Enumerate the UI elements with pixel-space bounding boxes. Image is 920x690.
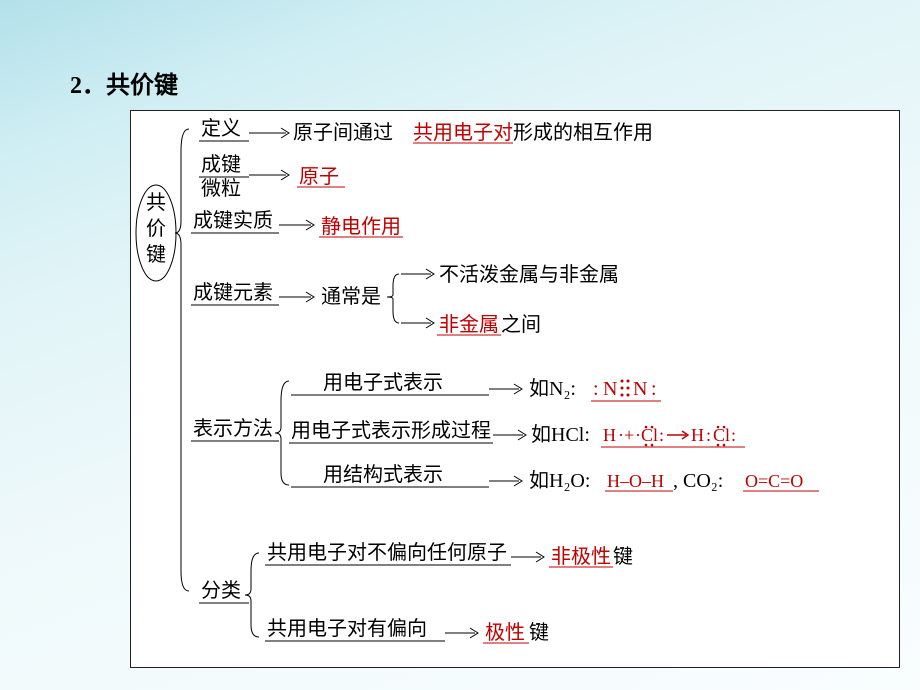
b2-la: 成键 [201,153,241,176]
b5r2-eg: 如HCl: [531,423,590,446]
b1-txta: 原子间通过 [293,121,393,144]
b5-label: 表示方法 [193,417,273,440]
b6-label: 分类 [201,579,241,602]
b5r3-ansb: O=C=O [745,471,803,491]
b6r1-tail: 键 [613,545,633,568]
b4-arrow-a [401,269,434,279]
b4-brace [387,274,399,323]
b5r2-arrow [493,430,526,440]
b5r2-lbl: 用电子式表示形成过程 [291,419,491,442]
svg-text:Cl: Cl [713,425,730,445]
b6r2-tail: 键 [529,621,549,644]
lewis-n2: : N N : [593,378,657,400]
lewis-hcl: H · + · Cl : H : Cl : [603,425,736,446]
b6r2-ans: 极性 [485,621,525,644]
b4-optb-red: 非金属 [439,313,499,336]
root-char1: 共 [146,191,166,214]
b4-arrow [279,292,314,302]
root-char3: 键 [146,243,166,266]
b3-ans: 静电作用 [321,215,401,238]
b2-lb: 微粒 [201,177,241,200]
root-char2: 价 [146,218,166,240]
svg-text:H: H [603,425,616,445]
b5-brace [275,381,289,485]
b6r1-arrow [511,552,544,562]
b2-arrow [249,170,289,180]
svg-text:+: + [624,425,634,445]
b3-arrow [279,220,314,230]
svg-text::: : [659,425,664,445]
diagram-svg: 共 价 键 定义 原子间通过 共用电子对 形成的相互作用 成键 微粒 原子 成键… [131,111,901,669]
svg-text::: : [706,425,711,445]
svg-text:H: H [691,425,704,445]
b4-mid: 通常是 [321,285,381,308]
svg-text::: : [651,378,657,400]
b6-brace [245,553,259,637]
svg-text::: : [593,378,599,400]
b4-optb-tail: 之间 [501,313,541,336]
b5r3-arrow [489,476,522,486]
svg-text:Cl: Cl [641,425,658,445]
b6r2-txt: 共用电子对有偏向 [267,617,427,640]
svg-text:N: N [633,378,647,400]
b5r1-lbl: 用电子式表示 [323,371,443,394]
b5r1-eg: 如N₂: [529,377,576,400]
b5r3-lbl: 用结构式表示 [323,463,443,486]
b4-opta: 不活泼金属与非金属 [439,263,619,286]
svg-text:N: N [603,378,617,400]
b2-ans: 原子 [299,166,339,188]
b1-arrow [249,128,289,138]
b6r1-txt: 共用电子对不偏向任何原子 [267,541,507,564]
b1-txtc: 形成的相互作用 [513,121,653,144]
b5r1-arrow [489,384,522,394]
b4-arrow-b [401,318,434,328]
b5r3-comma: , CO₂: [673,470,723,492]
root-brace [175,129,189,591]
b6r1-ans: 非极性 [551,545,611,568]
b6r2-arrow [445,628,478,638]
b1-label: 定义 [201,117,241,140]
b3-label: 成键实质 [193,209,273,232]
b5r3-eg: 如H₂O: [529,469,590,492]
svg-text::: : [731,425,736,445]
b5r3-ansa: H–O–H [607,471,664,491]
section-title: 2．共价键 [70,65,178,100]
b1-txtb: 共用电子对 [413,121,513,144]
b4-label: 成键元素 [193,281,273,304]
concept-map: 共 价 键 定义 原子间通过 共用电子对 形成的相互作用 成键 微粒 原子 成键… [130,110,900,668]
